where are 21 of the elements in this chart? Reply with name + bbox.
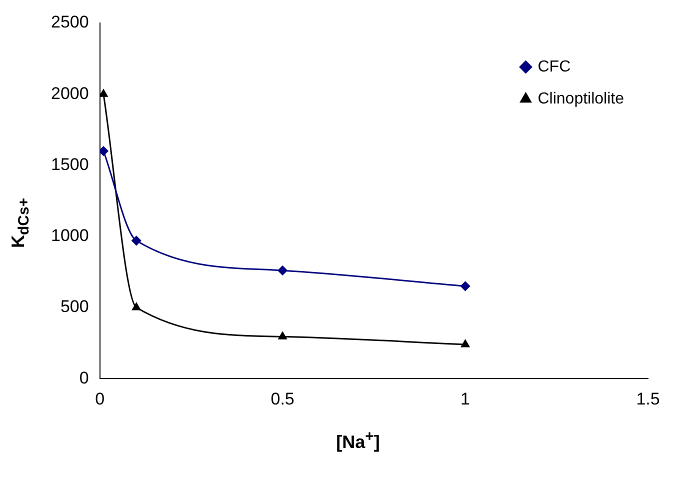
y-tick-label: 1500 [50, 154, 89, 174]
y-tick-label: 2500 [50, 12, 89, 32]
x-tick-label: 0 [95, 389, 105, 408]
point [278, 332, 287, 340]
x-tick-label: 1 [460, 389, 470, 408]
y-tick-label: 1000 [50, 226, 89, 246]
point [100, 89, 108, 97]
x-tick-label: 1.5 [636, 389, 660, 408]
point [461, 340, 470, 348]
y-tick-label: 0 [79, 368, 89, 388]
point [460, 281, 470, 291]
x-tick-label: 0.5 [270, 389, 294, 408]
point [132, 302, 141, 310]
legend-label: Clinoptilolite [538, 90, 624, 108]
legend-label: CFC [538, 58, 571, 76]
point [278, 266, 288, 276]
y-tick-label: 2000 [50, 84, 89, 103]
y-tick-label: 500 [60, 297, 89, 316]
point [100, 146, 108, 156]
point [132, 236, 142, 246]
x-axis-title: [Na$^{+}$] [335, 428, 381, 453]
